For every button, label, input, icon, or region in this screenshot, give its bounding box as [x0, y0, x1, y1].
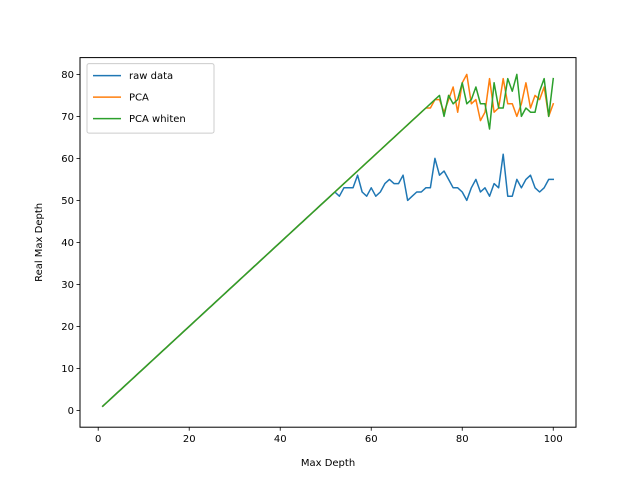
y-axis-label: Real Max Depth — [34, 203, 45, 282]
y-tick-label: 70 — [61, 112, 74, 123]
x-tick-label: 0 — [95, 434, 101, 445]
y-tick-label: 40 — [61, 238, 74, 249]
legend-label: raw data — [129, 71, 173, 82]
series-line-0 — [101, 153, 554, 408]
x-axis: 0 20 40 60 80 100 — [95, 427, 563, 445]
y-tick-label: 30 — [61, 280, 74, 291]
legend-label: PCA — [129, 93, 149, 104]
y-tick-label: 10 — [61, 364, 74, 375]
legend: raw data PCA PCA whiten — [86, 63, 215, 134]
x-axis-label: Max Depth — [301, 458, 355, 469]
x-tick-label: 80 — [456, 434, 469, 445]
series-line-2 — [101, 73, 555, 408]
y-tick-label: 60 — [61, 154, 74, 165]
y-tick-label: 80 — [61, 70, 74, 81]
x-tick-label: 60 — [365, 434, 378, 445]
y-tick-label: 0 — [68, 406, 74, 417]
legend-box — [86, 63, 215, 134]
y-tick-label: 50 — [61, 196, 74, 207]
x-tick-label: 100 — [544, 434, 563, 445]
x-tick-label: 20 — [183, 434, 196, 445]
y-axis: 0 10 20 30 40 50 60 70 80 — [61, 70, 80, 417]
series-layer — [101, 73, 555, 408]
y-tick-label: 20 — [61, 322, 74, 333]
legend-label: PCA whiten — [129, 114, 186, 125]
x-tick-label: 40 — [274, 434, 287, 445]
